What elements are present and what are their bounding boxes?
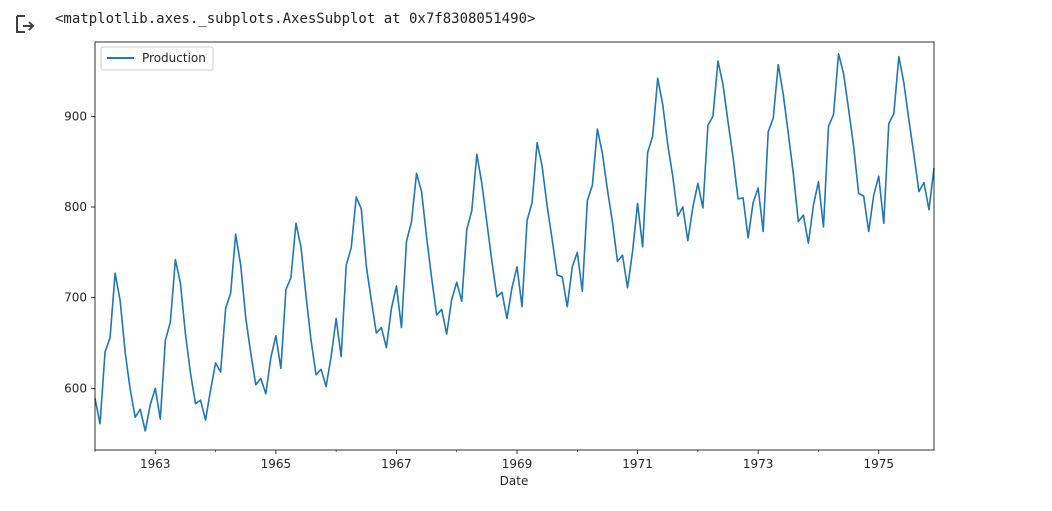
plot-area-frame [94, 41, 935, 451]
y-tick-label: 600 [64, 381, 87, 395]
x-axis-title: Date [500, 474, 529, 488]
cell-output-text: <matplotlib.axes._subplots.AxesSubplot a… [55, 11, 536, 27]
x-tick-label: 1965 [261, 457, 292, 471]
x-tick-label: 1973 [743, 457, 774, 471]
x-tick-label: 1971 [622, 457, 653, 471]
legend-box [100, 46, 214, 71]
y-tick-label: 800 [64, 200, 87, 214]
y-tick-label: 700 [64, 291, 87, 305]
series-line-production [94, 52, 935, 432]
legend: Production [100, 46, 214, 71]
legend-label-production: Production [142, 51, 206, 65]
y-tick-label: 900 [64, 109, 87, 123]
x-tick-label: 1969 [502, 457, 533, 471]
x-tick-label: 1975 [863, 457, 894, 471]
x-tick-label: 1967 [381, 457, 412, 471]
x-tick-label: 1963 [140, 457, 171, 471]
output-redirect-icon [16, 15, 35, 33]
